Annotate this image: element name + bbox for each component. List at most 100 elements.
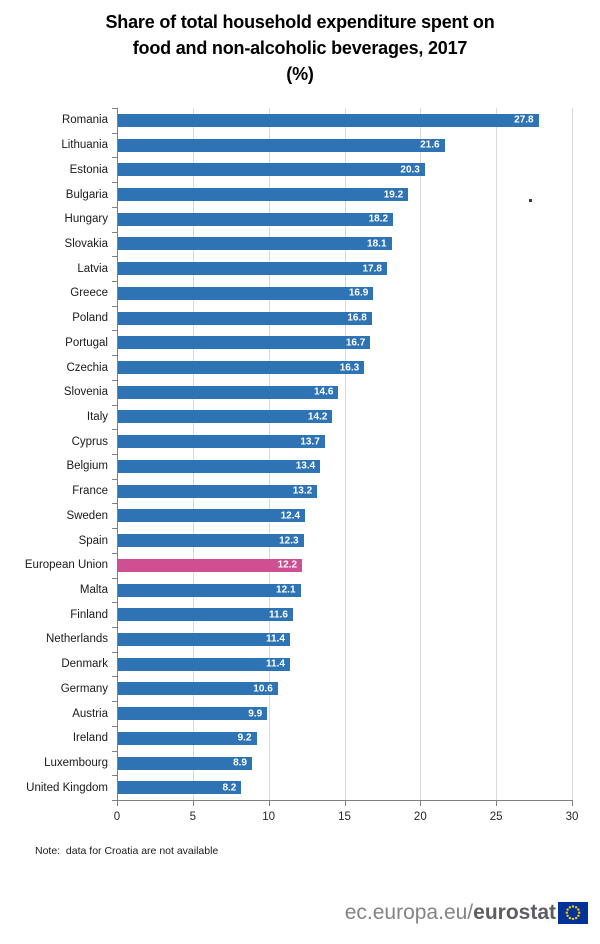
bar-row: Hungary 18.2 <box>0 207 600 232</box>
value-axis-tick <box>117 800 118 806</box>
bar-row: Cyprus 13.7 <box>0 429 600 454</box>
bar: 13.7 <box>117 435 325 449</box>
eu-flag-star <box>577 914 580 917</box>
bar-track: 11.4 <box>117 627 572 652</box>
bar-track: 16.8 <box>117 306 572 331</box>
bar-row: France 13.2 <box>0 479 600 504</box>
gridline <box>268 108 270 800</box>
bar-row: Luxembourg 8.9 <box>0 751 600 776</box>
bar: 18.1 <box>117 237 392 251</box>
bar-row: Ireland 9.2 <box>0 726 600 751</box>
country-label: European Union <box>24 559 108 572</box>
bar-value-label: 16.9 <box>348 287 369 299</box>
value-axis-tick-label: 20 <box>413 811 427 823</box>
gridline <box>344 108 346 800</box>
bar-row: European Union 12.2 <box>0 553 600 578</box>
category-axis-tick <box>112 577 118 579</box>
bar-track: 9.9 <box>117 701 572 726</box>
chart-title-line1: Share of total household expenditure spe… <box>105 12 495 32</box>
category-axis-tick <box>112 701 118 703</box>
category-axis-tick <box>112 379 118 381</box>
category-axis-tick <box>112 231 118 233</box>
gridline-layer <box>117 108 573 800</box>
bar-row: Netherlands 11.4 <box>0 627 600 652</box>
eu-flag-star <box>568 906 572 909</box>
footer-url-bold: eurostat <box>473 901 556 924</box>
country-label: Ireland <box>72 732 108 745</box>
category-axis-tick <box>112 132 118 134</box>
bar-row: Sweden 12.4 <box>0 504 600 529</box>
value-axis-tick <box>192 800 194 806</box>
country-label: Finland <box>70 608 108 621</box>
country-label: Denmark <box>61 658 108 671</box>
bar-track: 18.2 <box>117 207 572 232</box>
country-label: Greece <box>70 287 108 300</box>
bar-value-label: 16.3 <box>339 362 360 374</box>
chart-unit-label: (%) <box>286 64 314 84</box>
gridline <box>496 108 498 800</box>
bar-track: 27.8 <box>117 108 572 133</box>
eu-flag-star <box>568 916 572 920</box>
bar-track: 14.2 <box>117 405 572 430</box>
bar-row: Italy 14.2 <box>0 405 600 430</box>
country-label: Slovenia <box>63 386 108 399</box>
bar-value-label: 12.4 <box>280 510 301 522</box>
bar: 10.6 <box>117 682 278 696</box>
bar: 16.7 <box>117 336 371 350</box>
category-axis-tick <box>112 256 118 258</box>
bar: 13.4 <box>117 459 321 473</box>
country-label: Sweden <box>66 509 108 522</box>
category-axis-tick <box>112 750 118 752</box>
bar-value-label: 20.3 <box>400 164 420 176</box>
country-label: Latvia <box>77 262 108 275</box>
country-label: Czechia <box>66 361 108 374</box>
bar-value-label: 11.6 <box>269 609 288 621</box>
value-axis-tick <box>496 800 498 806</box>
category-axis-tick <box>112 552 118 554</box>
value-axis-tick-label: 15 <box>338 811 351 823</box>
bar-value-label: 13.2 <box>292 485 313 497</box>
bar-value-label: 12.3 <box>279 535 299 547</box>
bar-row: Germany 10.6 <box>0 677 600 702</box>
bar-track: 12.4 <box>117 504 572 529</box>
bar-row: Spain 12.3 <box>0 528 600 553</box>
bar: 9.2 <box>117 731 257 745</box>
bar-row: Czechia 16.3 <box>0 355 600 380</box>
value-axis-tick-label: 10 <box>262 811 276 823</box>
bar-value-label: 8.2 <box>222 782 237 794</box>
country-label: Netherlands <box>45 633 108 646</box>
eu-flag-star <box>571 917 575 921</box>
value-axis-line <box>112 800 573 801</box>
category-axis-tick <box>112 157 118 159</box>
country-label: Bulgaria <box>65 188 108 201</box>
value-axis-tick <box>572 800 573 806</box>
value-axis-tick-label: 30 <box>565 811 579 823</box>
bar: 19.2 <box>117 188 409 202</box>
bar-row: Romania 27.8 <box>0 108 600 133</box>
bar-track: 16.9 <box>117 281 572 306</box>
value-axis-tick-label: 0 <box>113 811 121 823</box>
eu-flag-star <box>565 911 568 914</box>
bar-row: Austria 9.9 <box>0 701 600 726</box>
bar-value-label: 9.2 <box>237 732 252 744</box>
country-label: Italy <box>86 410 108 423</box>
bar-value-label: 17.8 <box>362 263 382 275</box>
bar: 11.4 <box>117 632 290 646</box>
category-axis-tick <box>112 404 118 406</box>
bar-track: 20.3 <box>117 157 572 182</box>
bar-row: Belgium 13.4 <box>0 454 600 479</box>
bar-track: 11.4 <box>117 652 572 677</box>
bar-row: Malta 12.1 <box>0 578 600 603</box>
bar-track: 13.7 <box>117 429 572 454</box>
bar: 21.6 <box>117 138 445 152</box>
category-axis-tick <box>112 775 118 777</box>
bar-track: 12.1 <box>117 578 572 603</box>
country-label: Poland <box>72 312 108 325</box>
country-label: Malta <box>79 584 108 597</box>
category-axis-tick <box>112 503 118 505</box>
bar-value-label: 9.9 <box>248 708 263 720</box>
eu-flag-star <box>566 914 569 917</box>
country-label: Luxembourg <box>44 757 108 770</box>
gridline <box>420 108 422 800</box>
bar-row: Bulgaria 19.2 <box>0 182 600 207</box>
